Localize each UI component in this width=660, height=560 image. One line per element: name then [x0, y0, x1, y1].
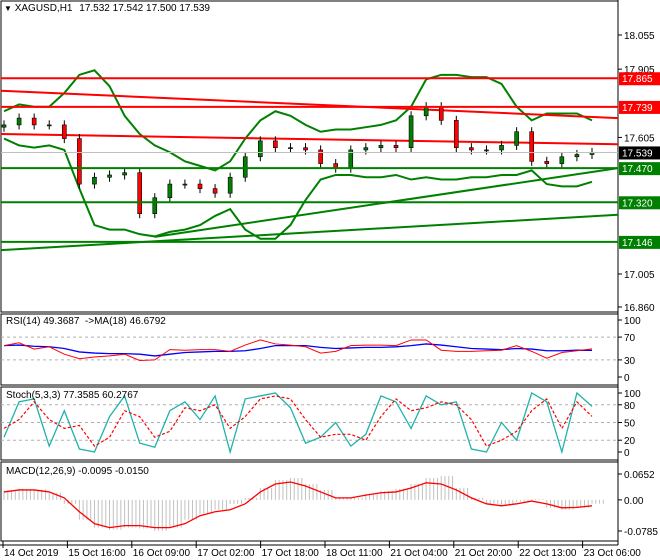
stoch-d-line	[3, 395, 593, 447]
price-tick-label: 17.605	[624, 133, 655, 144]
candle-body	[197, 183, 203, 189]
macd-tick-label: -0.0785	[624, 527, 658, 538]
candle-body	[62, 124, 67, 139]
candle-body	[77, 138, 82, 185]
chart-header: ▼ XAGUSD,H1 17.532 17.542 17.500 17.539	[4, 3, 210, 14]
stoch-tick-label: 50	[624, 419, 636, 430]
level-price-tag	[619, 196, 660, 210]
stoch-title: Stoch(5,3,3) 77.3585 60.2767	[6, 390, 139, 401]
time-tick-label: 17 Oct 18:00	[262, 548, 320, 559]
candle-body	[152, 197, 158, 214]
main-panel-frame	[0, 0, 619, 313]
candle-body	[137, 172, 142, 214]
time-tick-label: 17 Oct 02:00	[197, 548, 255, 559]
candle-body	[499, 145, 504, 151]
candle-body	[273, 140, 278, 148]
time-tick-label: 15 Oct 16:00	[68, 548, 126, 559]
level-price-tag	[619, 162, 660, 176]
rsi-tick-label: 70	[624, 333, 636, 344]
candle-body	[574, 154, 580, 158]
candle-body	[408, 115, 414, 148]
candle-body	[16, 117, 22, 126]
candle-body	[242, 156, 248, 178]
stoch-tick-label: 20	[624, 436, 636, 447]
candle-body	[423, 106, 429, 117]
stoch-k-line	[3, 391, 593, 455]
candle-body	[167, 183, 173, 199]
candle-body	[393, 145, 399, 148]
level-price-tag	[619, 235, 660, 249]
time-tick-label: 16 Oct 09:00	[133, 548, 191, 559]
candle-body	[318, 149, 323, 164]
level-price-label: 17.320	[622, 198, 653, 209]
rsi-tick-label: 0	[624, 373, 630, 384]
candle-body	[529, 131, 534, 162]
macd-title: MACD(12,26,9) -0.0095 -0.0150	[6, 466, 149, 477]
candle-body	[484, 149, 489, 152]
candle-body	[544, 161, 550, 164]
level-price-label: 17.739	[622, 103, 653, 114]
rsi-tick-label: 100	[624, 316, 641, 327]
level-price-label: 17.865	[622, 74, 653, 85]
candle-body	[31, 117, 37, 126]
triangle-down-icon[interactable]: ▼	[4, 4, 12, 13]
rsi-line	[3, 339, 593, 361]
candle-body	[182, 183, 188, 186]
stoch-tick-label: 100	[624, 389, 641, 400]
candle-body	[212, 188, 218, 194]
price-tick-label: 18.055	[624, 31, 655, 42]
time-tick-label: 23 Oct 06:00	[584, 548, 642, 559]
time-tick-label: 22 Oct 13:00	[519, 548, 577, 559]
time-tick-label: 18 Oct 11:00	[326, 548, 383, 559]
time-tick-label: 14 Oct 2019	[4, 548, 59, 559]
candle-body	[122, 172, 127, 176]
candle-body	[1, 124, 7, 128]
candle-body	[288, 147, 293, 149]
bollinger-upper-band	[3, 69, 593, 172]
price-tick-label: 16.860	[624, 303, 655, 314]
time-tick-label: 21 Oct 04:00	[390, 548, 448, 559]
candle-body	[438, 106, 444, 121]
candle-body	[46, 124, 52, 127]
candle-body	[559, 156, 565, 164]
rsi-tick-label: 30	[624, 356, 636, 367]
candle-body	[514, 131, 519, 146]
current-price-tag	[619, 146, 660, 160]
support-trendline	[0, 213, 619, 252]
level-price-label: 17.146	[622, 238, 653, 249]
level-price-tag	[619, 100, 660, 114]
level-price-label: 17.470	[622, 164, 653, 175]
price-tick-label: 17.005	[624, 270, 655, 281]
candle-body	[469, 147, 474, 151]
resistance-trendline	[0, 89, 619, 120]
bollinger-lower-band	[3, 137, 593, 240]
macd-tick-label: 0.00	[624, 496, 644, 507]
candle-body	[454, 120, 459, 148]
macd-signal-line	[3, 481, 593, 529]
candle-body	[107, 174, 112, 178]
resistance-trendline	[0, 133, 619, 146]
candle-body	[92, 176, 97, 185]
macd-tick-label: 0.0652	[624, 470, 655, 481]
symbol-label: XAGUSD,H1	[14, 3, 73, 14]
candle-body	[258, 140, 263, 158]
stoch-tick-label: 80	[624, 401, 636, 412]
stoch-tick-label: 0	[624, 448, 630, 459]
level-price-tag	[619, 72, 660, 86]
ohlc-values: 17.532 17.542 17.500 17.539	[79, 3, 210, 14]
price-tick-label: 17.905	[624, 65, 655, 76]
current-price-label: 17.539	[622, 148, 653, 159]
rsi-title: RSI(14) 49.3687 ->MA(18) 46.6792	[6, 316, 166, 327]
candle-body	[303, 147, 308, 151]
candle-body	[227, 176, 233, 194]
candle-body	[378, 145, 384, 148]
candle-body	[363, 147, 369, 151]
time-tick-label: 21 Oct 20:00	[455, 548, 513, 559]
